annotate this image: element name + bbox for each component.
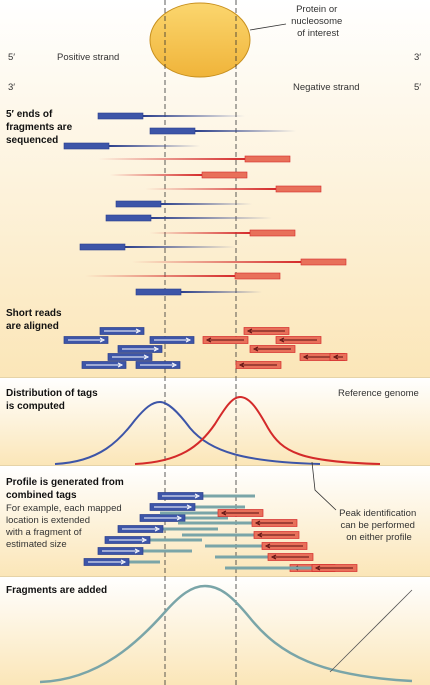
profile-read-negative-arrowhead [220, 510, 227, 516]
step-label-profile: Profile is generated from combined tags [6, 477, 127, 501]
reference-genome-label: Reference genome [338, 388, 419, 399]
profile-read-negative-arrowhead [254, 520, 261, 526]
profile-read-positive-arrowhead [194, 493, 201, 499]
short-read-negative-arrowhead [278, 337, 285, 343]
combined-fragment-profile-curve [39, 584, 413, 684]
negative-tag-distribution-curve [134, 395, 381, 465]
profile-read-positive-arrowhead [176, 515, 183, 521]
profile-read-negative-arrowhead [270, 554, 277, 560]
short-read-negative-arrowhead [246, 328, 253, 334]
fragment-tail-negative [132, 261, 301, 263]
short-read-negative-arrowhead [252, 346, 259, 352]
fragment-tail-positive [161, 203, 252, 205]
short-read-positive-arrowhead [117, 362, 124, 368]
fragment-tail-positive [125, 246, 236, 248]
fragment-tail-positive [109, 145, 200, 147]
profile-read-negative-arrowhead [264, 543, 271, 549]
fragment-tail-negative [145, 188, 276, 190]
profile-read-positive-arrowhead [186, 504, 193, 510]
fragment-read-negative [201, 171, 248, 179]
positive-tag-distribution-curve [54, 400, 321, 465]
fragment-read-positive [97, 112, 144, 120]
short-read-positive-arrowhead [185, 337, 192, 343]
fragment-tail-positive [195, 130, 296, 132]
protein-label: Protein or nucleosome of interest [291, 4, 345, 39]
step-label-distribution: Distribution of tags is computed [6, 388, 100, 412]
fragment-read-positive [115, 200, 162, 208]
panel-distribution-background [0, 378, 430, 465]
negative-strand-3prime: 3′ [8, 82, 15, 93]
peak-callout-line [311, 461, 337, 511]
peak-callout-line-lower [329, 589, 413, 673]
fragment-tail-positive [151, 217, 272, 219]
fragment-read-negative [234, 272, 281, 280]
extended-profile-reads [83, 492, 358, 572]
short-read-positive-arrowhead [99, 337, 106, 343]
short-read-positive-arrowhead [143, 354, 150, 360]
fragment-read-positive [63, 142, 110, 150]
fragment-read-negative [249, 229, 296, 237]
fragment-read-positive [105, 214, 152, 222]
short-read-negative-arrowhead [332, 354, 339, 360]
step-label-aligned: Short reads are aligned [6, 308, 64, 332]
fragment-read-positive [149, 127, 196, 135]
profile-read-positive-arrowhead [134, 548, 141, 554]
fragment-tail-negative [150, 232, 250, 234]
step-label-sequenced: 5′ ends of fragments are sequenced [6, 109, 75, 146]
positive-strand-label: Positive strand [57, 52, 119, 63]
profile-read-negative-arrowhead [256, 532, 263, 538]
short-read-negative-arrowhead [205, 337, 212, 343]
aligned-short-reads [63, 327, 348, 369]
step-label-fragments-added: Fragments are added [6, 585, 107, 596]
short-read-positive-arrowhead [171, 362, 178, 368]
protein-nucleosome [149, 2, 251, 78]
fragment-read-negative [244, 155, 291, 163]
positive-strand-5prime: 5′ [8, 52, 15, 63]
short-read-positive-arrowhead [135, 328, 142, 334]
fragment-tail-negative [85, 275, 235, 277]
panel-fragments-background [0, 577, 430, 685]
profile-read-negative-arrowhead [314, 565, 321, 571]
fragment-read-positive [135, 288, 182, 296]
peak-identification-label: Peak identification can be performed on … [339, 508, 419, 543]
fragment-tail-positive [181, 291, 262, 293]
fragment-tail-positive [143, 115, 245, 117]
fragment-tail-negative [110, 174, 202, 176]
negative-strand-5prime: 5′ [414, 82, 421, 93]
protein-callout-line [249, 23, 287, 31]
sequenced-fragments [63, 112, 347, 296]
profile-read-positive-arrowhead [120, 559, 127, 565]
short-read-negative-arrowhead [302, 354, 309, 360]
profile-read-positive-arrowhead [141, 537, 148, 543]
fragment-read-negative [275, 185, 322, 193]
fragment-read-negative [300, 258, 347, 266]
positive-strand-3prime: 3′ [414, 52, 421, 63]
fragment-tail-negative [98, 158, 245, 160]
profile-read-positive-arrowhead [154, 526, 161, 532]
short-read-positive-arrowhead [153, 346, 160, 352]
short-read-negative-arrowhead [238, 362, 245, 368]
negative-strand-label: Negative strand [293, 82, 360, 93]
profile-example-text: For example, each mapped location is ext… [5, 503, 124, 550]
fragment-read-positive [79, 243, 126, 251]
